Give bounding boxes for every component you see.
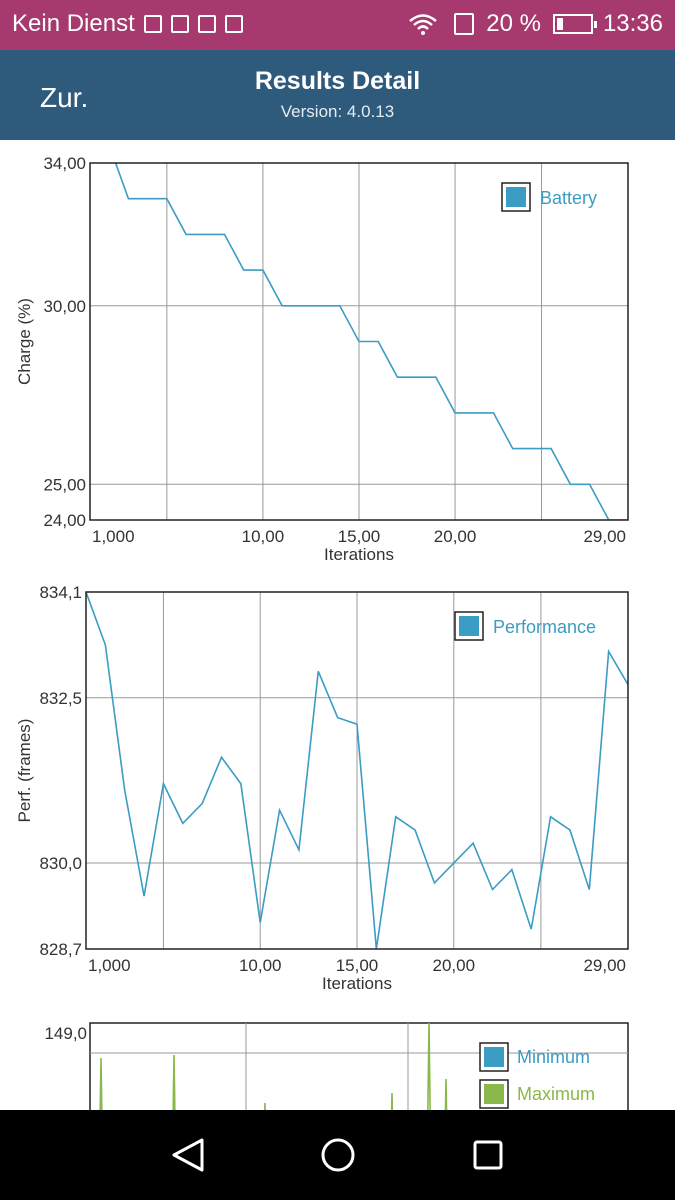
- chart1-x-axis-label: Iterations: [322, 974, 392, 993]
- chart2-legend-swatch-maximum: [484, 1084, 504, 1104]
- chart2-maximum-spike: [390, 1092, 394, 1110]
- home-circle-icon: [321, 1138, 355, 1172]
- chart0-y-tick-label: 30,00: [43, 297, 86, 316]
- chart0-legend-label: Battery: [540, 188, 597, 208]
- page-title: Results Detail: [254, 67, 421, 95]
- status-left: Kein Dienst: [12, 10, 243, 38]
- chart1-legend-label: Performance: [493, 617, 596, 637]
- charts-canvas: 1,000 10,00 15,00 20,00 29,00 34,00 30,00 25,00…: [15, 154, 629, 1110]
- clock: 13:36: [602, 10, 663, 37]
- chart0-legend-swatch: [506, 187, 526, 207]
- chart0-x-tick-label: 29,00: [583, 527, 626, 546]
- chart0-x-axis-label: Iterations: [324, 545, 394, 564]
- chart0-y-tick-label: 24,00: [43, 511, 86, 530]
- chart1-y-tick-label: 830,0: [39, 854, 82, 873]
- status-bar: Kein Dienst 20 % 13:36: [0, 0, 675, 50]
- chart0-y-tick-label: 34,00: [43, 154, 86, 173]
- chart1-x-tick-label: 29,00: [583, 956, 626, 975]
- chart1-plot-frame: [85, 591, 629, 950]
- home-nav-button[interactable]: [300, 1125, 375, 1185]
- chart2-plot-frame: [89, 1022, 629, 1110]
- chart1-x-tick-label: 10,00: [239, 956, 282, 975]
- back-nav-button[interactable]: [150, 1125, 225, 1185]
- chart0-x-tick-label: 10,00: [242, 527, 285, 546]
- chart0-plot-frame: [89, 162, 629, 521]
- chart1-y-tick-label: 832,5: [39, 689, 82, 708]
- chart2-maximum-spike: [264, 1102, 266, 1110]
- results-scroll-area[interactable]: 1,000 10,00 15,00 20,00 29,00 34,00 30,00 25,00…: [0, 140, 675, 1110]
- version-label: Version: 4.0.13: [280, 102, 395, 121]
- chart2-legend-label-maximum: Maximum: [517, 1084, 595, 1104]
- image-notification-icon: [143, 15, 162, 33]
- chart1-x-tick-label: 20,00: [433, 956, 476, 975]
- chart1-y-tick-label: 834,1: [39, 583, 82, 602]
- sim-alert-icon: [454, 13, 475, 35]
- battery-icon: [552, 14, 597, 34]
- recents-nav-button[interactable]: [450, 1125, 525, 1185]
- battery-fill: [556, 18, 564, 30]
- back-button[interactable]: Zur.: [40, 82, 89, 113]
- chart0-y-tick-label: 25,00: [43, 475, 86, 494]
- chart2-legend-swatch-minimum: [484, 1047, 504, 1067]
- chart1-y-tick-label: 828,7: [39, 940, 82, 959]
- chart1-x-tick-label: 1,000: [88, 956, 131, 975]
- back-triangle-icon: [172, 1138, 204, 1172]
- wifi-icon: [409, 14, 438, 35]
- task-notification-icon: [197, 15, 216, 33]
- recents-square-icon: [473, 1140, 503, 1170]
- chart2-maximum-spike: [444, 1078, 448, 1110]
- keyboard-notification-icon: [170, 15, 189, 33]
- chart2-y-tick-label: 149,0: [44, 1024, 87, 1043]
- chart2-maximum-spike: [172, 1054, 176, 1110]
- chart0-y-axis-label: Charge (%): [15, 298, 34, 385]
- chart0-series-line: [114, 163, 628, 520]
- status-right: 20 % 13:36: [408, 10, 663, 38]
- chart0-x-tick-label: 1,000: [92, 527, 135, 546]
- carrier-label: Kein Dienst: [12, 10, 135, 37]
- chart0-x-tick-label: 15,00: [338, 527, 381, 546]
- chart1-series-line: [86, 592, 628, 949]
- chart2-maximum-spike: [427, 1022, 431, 1110]
- navigation-bar: [0, 1110, 675, 1200]
- chart0-x-tick-label: 20,00: [434, 527, 477, 546]
- briefcase-notification-icon: [224, 15, 243, 33]
- chart2-maximum-spike: [99, 1057, 103, 1110]
- chart2-legend-label-minimum: Minimum: [517, 1047, 590, 1067]
- chart1-x-tick-label: 15,00: [336, 956, 379, 975]
- chart1-legend-swatch: [459, 616, 479, 636]
- app-bar: Zur. Results Detail Version: 4.0.13: [0, 50, 675, 140]
- battery-percent: 20 %: [486, 10, 541, 37]
- chart1-y-axis-label: Perf. (frames): [15, 719, 34, 823]
